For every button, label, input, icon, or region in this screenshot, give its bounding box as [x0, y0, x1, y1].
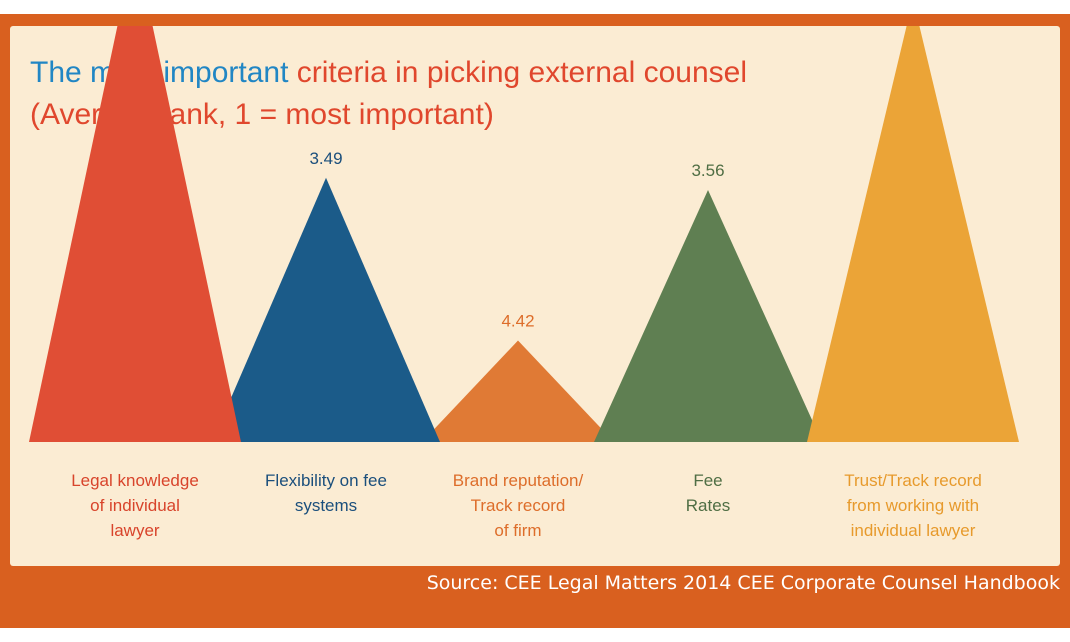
- category-label-3-line-1: Brand reputation/: [453, 471, 584, 490]
- category-label-3-line-3: of firm: [494, 521, 541, 540]
- category-label-1-line-2: of individual: [90, 496, 180, 515]
- value-label-4: 3.56: [691, 161, 724, 180]
- category-label-5-line-1: Trust/Track record: [844, 471, 982, 490]
- category-label-3-line-2: Track record: [471, 496, 566, 515]
- chart-panel: The most important criteria in picking e…: [10, 26, 1060, 566]
- triangle-mark-1: [29, 26, 241, 442]
- category-label-2-line-2: systems: [295, 496, 357, 515]
- category-label-5-line-3: individual lawyer: [851, 521, 976, 540]
- category-label-2-line-1: Flexibility on fee: [265, 471, 387, 490]
- category-label-4-line-2: Rates: [686, 496, 730, 515]
- chart-frame: The most important criteria in picking e…: [0, 14, 1070, 628]
- triangle-mark-5: [807, 26, 1019, 442]
- value-label-2: 3.49: [309, 149, 342, 168]
- triangle-mark-2: [212, 177, 440, 442]
- category-label-4-line-1: Fee: [693, 471, 722, 490]
- category-label-1-line-1: Legal knowledge: [71, 471, 199, 490]
- chart-title-part2: criteria in picking external counsel: [296, 56, 748, 89]
- category-label-5-line-2: from working with: [847, 496, 979, 515]
- triangle-mark-4: [594, 190, 822, 442]
- category-label-1-line-3: lawyer: [110, 521, 159, 540]
- value-label-3: 4.42: [501, 312, 534, 331]
- triangle-mark-3: [422, 340, 614, 442]
- source-note: Source: CEE Legal Matters 2014 CEE Corpo…: [426, 572, 1060, 594]
